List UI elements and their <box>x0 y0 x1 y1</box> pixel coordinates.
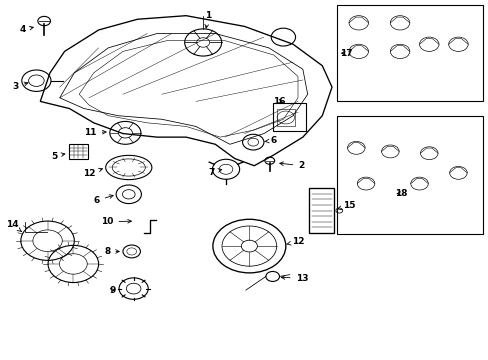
Text: 8: 8 <box>104 247 119 256</box>
Bar <box>69 144 88 158</box>
Text: 2: 2 <box>279 161 304 170</box>
Text: 1: 1 <box>204 11 211 28</box>
Bar <box>276 109 294 126</box>
Text: 3: 3 <box>13 82 28 91</box>
Text: 6: 6 <box>264 136 276 145</box>
Text: 7: 7 <box>208 168 221 177</box>
Text: 18: 18 <box>394 189 407 198</box>
Text: 4: 4 <box>19 26 33 35</box>
Text: 10: 10 <box>101 217 131 226</box>
Text: 12: 12 <box>286 237 304 246</box>
Bar <box>336 116 482 234</box>
Text: 16: 16 <box>273 97 285 106</box>
Text: 5: 5 <box>51 152 65 161</box>
Text: 13: 13 <box>281 274 307 283</box>
Text: 11: 11 <box>84 129 106 138</box>
Text: 6: 6 <box>93 195 113 205</box>
Bar <box>336 5 482 102</box>
Text: 12: 12 <box>82 168 102 178</box>
Bar <box>272 103 305 131</box>
Text: 9: 9 <box>109 285 115 294</box>
Bar <box>308 188 334 233</box>
Text: 15: 15 <box>337 201 355 210</box>
Text: 17: 17 <box>340 49 352 58</box>
Text: 14: 14 <box>6 220 21 231</box>
